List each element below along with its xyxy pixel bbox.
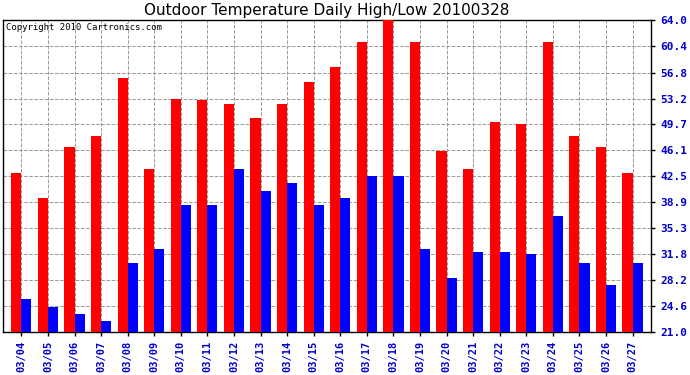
Bar — [526, 254, 536, 332]
Bar — [277, 104, 287, 332]
Bar — [463, 169, 473, 332]
Bar — [569, 136, 580, 332]
Bar — [21, 299, 32, 332]
Bar — [250, 118, 261, 332]
Bar — [543, 42, 553, 332]
Bar — [490, 122, 500, 332]
Bar — [11, 172, 21, 332]
Bar — [410, 42, 420, 332]
Bar — [331, 68, 340, 332]
Bar — [500, 252, 510, 332]
Bar — [340, 198, 351, 332]
Bar — [516, 124, 526, 332]
Bar — [596, 147, 606, 332]
Bar — [393, 176, 404, 332]
Bar — [580, 263, 589, 332]
Bar — [367, 176, 377, 332]
Bar — [75, 314, 85, 332]
Bar — [197, 100, 208, 332]
Bar — [117, 78, 128, 332]
Bar — [101, 321, 111, 332]
Bar — [606, 285, 616, 332]
Bar — [287, 183, 297, 332]
Bar — [91, 136, 101, 332]
Bar — [622, 172, 633, 332]
Bar — [170, 99, 181, 332]
Bar — [437, 151, 446, 332]
Bar — [48, 307, 58, 332]
Bar — [38, 198, 48, 332]
Bar — [208, 205, 217, 332]
Bar — [314, 205, 324, 332]
Bar — [128, 263, 138, 332]
Bar — [446, 278, 457, 332]
Bar — [234, 169, 244, 332]
Bar — [473, 252, 483, 332]
Title: Outdoor Temperature Daily High/Low 20100328: Outdoor Temperature Daily High/Low 20100… — [144, 3, 510, 18]
Bar — [64, 147, 75, 332]
Bar — [144, 169, 155, 332]
Bar — [261, 190, 270, 332]
Bar — [357, 42, 367, 332]
Bar — [304, 82, 314, 332]
Bar — [224, 104, 234, 332]
Bar — [155, 249, 164, 332]
Bar — [553, 216, 563, 332]
Bar — [181, 205, 191, 332]
Text: Copyright 2010 Cartronics.com: Copyright 2010 Cartronics.com — [6, 24, 162, 33]
Bar — [384, 17, 393, 332]
Bar — [420, 249, 430, 332]
Bar — [633, 263, 642, 332]
